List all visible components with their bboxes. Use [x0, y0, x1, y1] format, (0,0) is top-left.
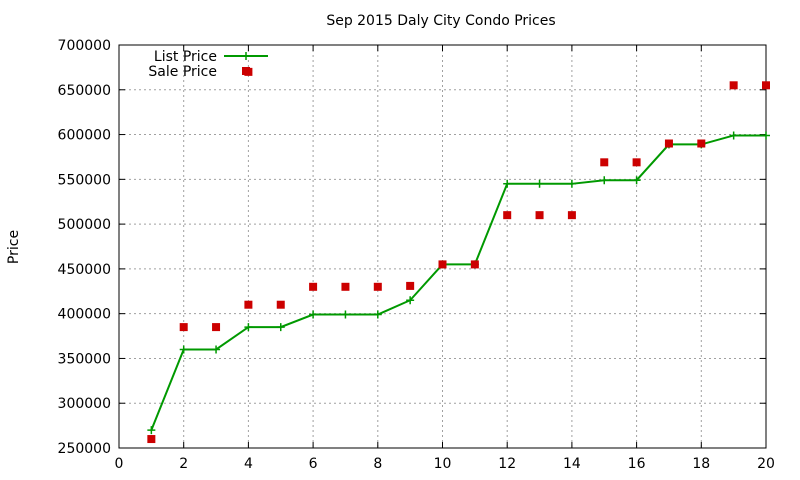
list-price-point: [406, 296, 415, 305]
series: [147, 67, 770, 444]
sale-price-point: [632, 158, 641, 167]
list-price-point: [600, 176, 609, 185]
sale-price-point: [309, 282, 318, 291]
x-tick-label: 14: [563, 456, 581, 472]
y-tick-label: 500000: [58, 217, 111, 233]
legend-label-list-price: List Price: [154, 49, 217, 65]
x-tick-label: 10: [434, 456, 452, 472]
y-tick-label: 600000: [58, 128, 111, 144]
y-tick-label: 450000: [58, 262, 111, 278]
sale-price-point: [729, 81, 738, 90]
grid: [119, 45, 766, 448]
sale-price-point: [567, 211, 576, 220]
list-price-point: [762, 131, 770, 140]
list-price-point: [309, 310, 318, 319]
list-price-point: [147, 426, 156, 435]
y-tick-label: 700000: [58, 38, 111, 54]
sale-price-point: [341, 282, 350, 291]
y-tick-label: 550000: [58, 172, 111, 188]
list-price-point: [341, 310, 350, 319]
list-price-point: [179, 345, 188, 354]
legend-marker-list-price: [242, 52, 250, 60]
legend-label-sale-price: Sale Price: [148, 64, 217, 80]
y-axis-title: Price: [6, 230, 22, 264]
list-price-point: [244, 323, 253, 332]
list-price-point: [632, 176, 641, 185]
list-price-point: [729, 131, 738, 140]
sale-price-point: [147, 435, 156, 444]
list-price-point: [567, 179, 576, 188]
legend: List Price Sale Price: [148, 49, 268, 80]
sale-price-point: [535, 211, 544, 220]
y-tick-label: 650000: [58, 83, 111, 99]
chart-title: Sep 2015 Daly City Condo Prices: [326, 13, 555, 29]
x-tick-label: 0: [115, 456, 124, 472]
sale-price-point: [179, 323, 188, 332]
x-tick-label: 12: [498, 456, 516, 472]
list-price-point: [503, 179, 512, 188]
x-tick-label: 2: [179, 456, 188, 472]
x-tick-label: 18: [692, 456, 710, 472]
sale-price-point: [276, 300, 285, 309]
list-price-point: [373, 310, 382, 319]
list-price-point: [535, 179, 544, 188]
sale-price-point: [373, 282, 382, 291]
sale-price-point: [503, 211, 512, 220]
list-price-point: [212, 345, 221, 354]
x-tick-label: 4: [244, 456, 253, 472]
legend-marker-sale-price: [242, 67, 250, 75]
sale-price-point: [664, 139, 673, 148]
sale-price-point: [697, 139, 706, 148]
x-tick-label: 8: [373, 456, 382, 472]
x-tick-label: 16: [628, 456, 646, 472]
sale-price-point: [762, 81, 770, 90]
y-tick-label: 300000: [58, 396, 111, 412]
axis-ticks: 0 2 4 6 8 10 12 14 16 18 20 250000 300000 350000 40000…: [58, 38, 775, 472]
y-tick-label: 350000: [58, 351, 111, 367]
x-tick-label: 20: [757, 456, 775, 472]
sale-price-point: [438, 260, 447, 269]
x-tick-label: 6: [309, 456, 318, 472]
y-tick-label: 400000: [58, 307, 111, 323]
sale-price-point: [212, 323, 221, 332]
sale-price-point: [244, 300, 253, 309]
list-price-line: [150, 134, 766, 431]
sale-price-point: [470, 260, 479, 269]
sale-price-point: [406, 281, 415, 290]
list-price-point: [276, 323, 285, 332]
sale-price-point: [600, 158, 609, 167]
y-tick-label: 250000: [58, 441, 111, 457]
